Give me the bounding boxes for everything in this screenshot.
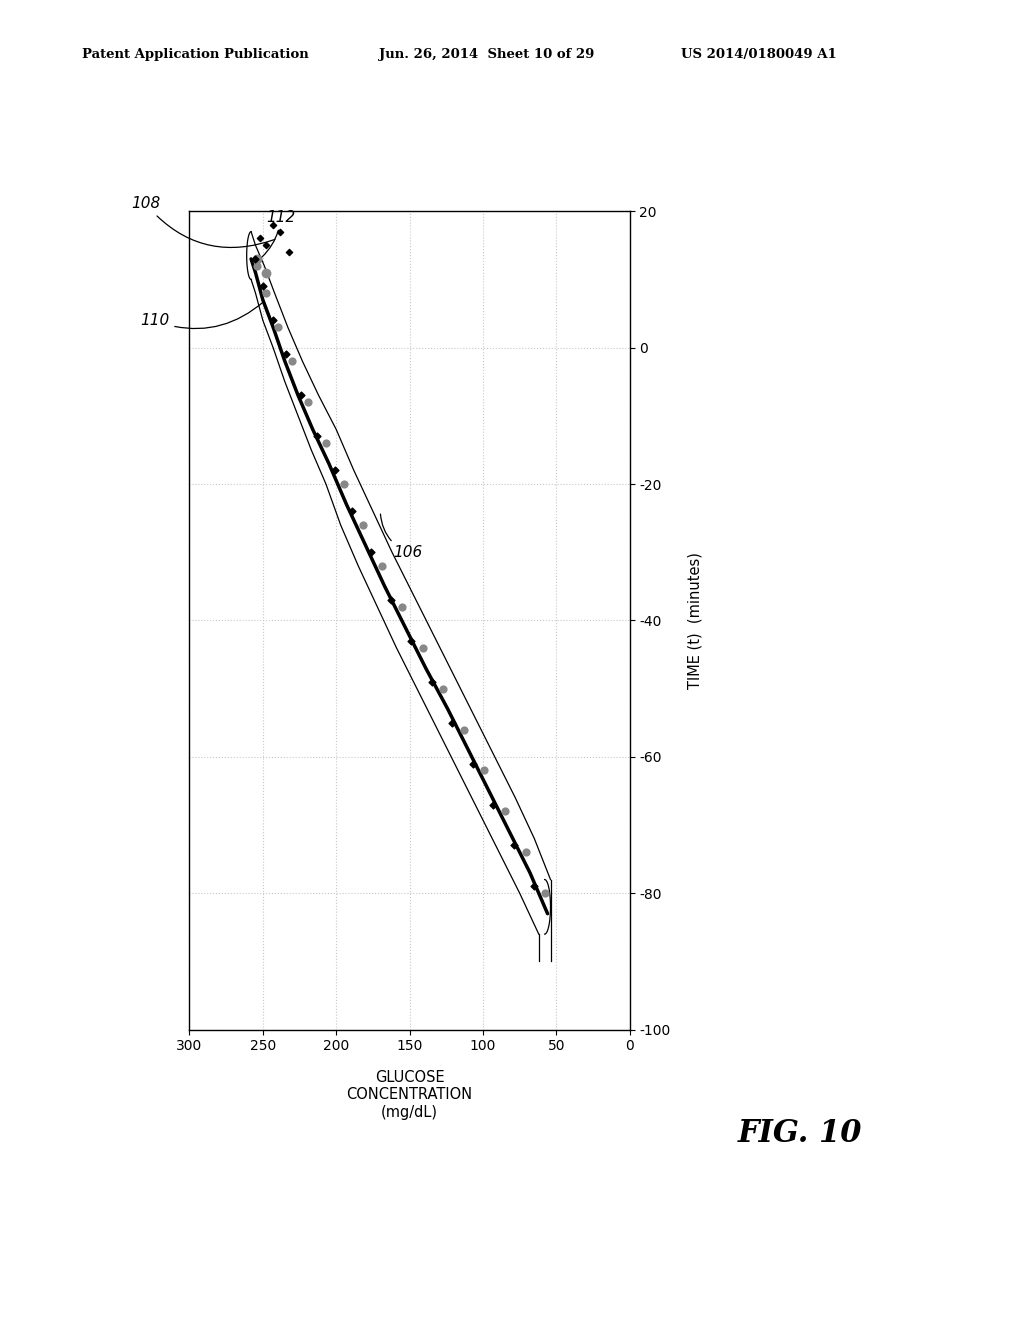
Point — [309, 425, 326, 446]
Point — [435, 678, 452, 700]
Point — [364, 541, 380, 562]
Point — [465, 752, 481, 774]
Point — [300, 392, 316, 413]
Y-axis label: TIME (t)  (minutes): TIME (t) (minutes) — [687, 552, 702, 689]
Point — [497, 801, 513, 822]
Text: 108: 108 — [131, 197, 274, 247]
Point — [444, 713, 461, 734]
Text: Jun. 26, 2014  Sheet 10 of 29: Jun. 26, 2014 Sheet 10 of 29 — [379, 48, 594, 61]
Point — [269, 317, 286, 338]
Point — [424, 671, 440, 692]
Point — [476, 760, 493, 781]
Point — [394, 597, 411, 618]
Point — [415, 638, 431, 659]
Point — [293, 385, 309, 407]
Point — [526, 876, 543, 898]
Text: Patent Application Publication: Patent Application Publication — [82, 48, 308, 61]
Point — [284, 351, 300, 372]
Point — [258, 235, 274, 256]
Text: 112: 112 — [262, 210, 295, 257]
Point — [265, 310, 282, 331]
Point — [456, 719, 472, 741]
Point — [354, 515, 371, 536]
Text: US 2014/0180049 A1: US 2014/0180049 A1 — [681, 48, 837, 61]
Point — [258, 261, 274, 282]
Point — [317, 433, 334, 454]
Point — [506, 834, 522, 855]
Point — [402, 631, 419, 652]
X-axis label: GLUCOSE
CONCENTRATION
(mg/dL): GLUCOSE CONCENTRATION (mg/dL) — [346, 1071, 473, 1119]
Point — [249, 255, 265, 276]
Point — [485, 793, 502, 814]
Point — [252, 228, 268, 249]
Point — [374, 556, 390, 577]
Point — [517, 842, 534, 863]
Point — [258, 282, 274, 304]
Point — [281, 242, 297, 263]
Point — [248, 248, 264, 269]
Point — [344, 500, 360, 521]
Point — [537, 883, 553, 904]
Point — [279, 345, 295, 366]
Point — [255, 276, 271, 297]
Point — [265, 214, 282, 235]
Point — [382, 589, 398, 610]
Text: 106: 106 — [381, 513, 423, 561]
Point — [335, 474, 352, 495]
Point — [327, 459, 343, 480]
Text: FIG. 10: FIG. 10 — [737, 1118, 862, 1148]
Text: 110: 110 — [140, 302, 263, 329]
Point — [249, 248, 265, 269]
Point — [272, 222, 289, 243]
